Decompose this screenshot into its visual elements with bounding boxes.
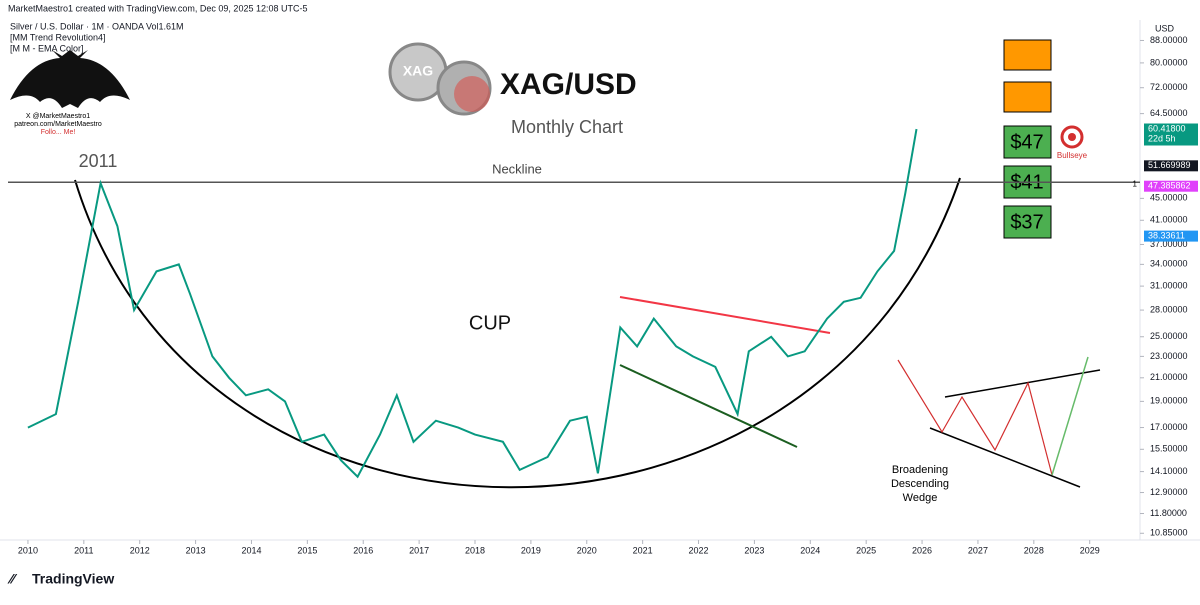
logo-bat [10, 50, 130, 108]
x-tick-label: 2018 [465, 545, 485, 555]
x-tick-label: 2024 [800, 545, 820, 555]
flag [454, 76, 490, 112]
symbol: Silver / U.S. Dollar · 1M · OANDA Vol1.6… [10, 21, 184, 31]
y-tick-label: 10.85000 [1150, 528, 1188, 538]
coin-label: XAG [403, 63, 433, 79]
pattern-label: Broadening [892, 464, 948, 476]
wedge-zigzag [897, 359, 1053, 476]
target-box [1003, 125, 1052, 159]
y-tick-label: 72.00000 [1150, 82, 1188, 92]
price-badge-label: 51.669989 [1148, 160, 1191, 170]
logo-text: Follo... Me! [41, 129, 76, 136]
x-tick-label: 2023 [744, 545, 764, 555]
target-box [1003, 39, 1052, 71]
wedge-line [929, 427, 1081, 488]
x-tick-label: 2026 [912, 545, 932, 555]
y-tick-label: 31.00000 [1150, 280, 1188, 290]
price-badge [1144, 123, 1198, 146]
x-tick-label: 2029 [1080, 545, 1100, 555]
neckline-marker: 1 [1133, 179, 1138, 188]
bullseye-icon [1060, 125, 1084, 149]
currency: USD [1155, 23, 1175, 33]
y-tick-label: 14.10000 [1150, 466, 1188, 476]
x-tick-label: 2014 [241, 545, 261, 555]
x-tick-label: 2010 [18, 545, 38, 555]
x-tick-label: 2022 [689, 545, 709, 555]
pattern-label: Descending [891, 478, 949, 490]
price-badge [1144, 230, 1198, 242]
x-tick-label: 2013 [186, 545, 206, 555]
y-tick-label: 12.90000 [1150, 487, 1188, 497]
y-tick-label: 80.00000 [1150, 57, 1188, 67]
x-tick-label: 2012 [130, 545, 150, 555]
resistance-line [619, 296, 831, 334]
bullseye-icon [1068, 133, 1076, 141]
footer-brand: TradingView [32, 571, 114, 587]
price-badge-note: 22d 5h [1148, 133, 1176, 143]
x-tick-label: 2027 [968, 545, 988, 555]
x-tick-label: 2019 [521, 545, 541, 555]
x-tick-label: 2011 [74, 545, 93, 555]
breakout-arrow [1051, 356, 1089, 476]
wedge-line [944, 369, 1101, 398]
chart-title: XAG/USD [500, 68, 637, 101]
peak-label: 2011 [79, 151, 118, 171]
price-badge-label: 38.33611 [1148, 230, 1185, 240]
logo-text: patreon.com/MarketMaestro [14, 121, 102, 128]
y-tick-label: 41.00000 [1150, 215, 1188, 225]
indicator: [M M - EMA Color] [10, 43, 84, 53]
price-badge-label: 47.385862 [1148, 181, 1191, 191]
y-tick-label: 23.00000 [1150, 351, 1188, 361]
indicator: [MM Trend Revolution4] [10, 32, 106, 42]
x-tick-label: 2016 [353, 545, 373, 555]
cup-curve [74, 177, 961, 489]
y-tick-label: 64.50000 [1150, 108, 1188, 118]
x-tick-label: 2025 [856, 545, 876, 555]
tv-mark: ⁄⁄ [7, 571, 17, 587]
y-tick-label: 11.80000 [1150, 508, 1187, 518]
chart-subtitle: Monthly Chart [511, 117, 623, 137]
y-tick-label: 34.00000 [1150, 259, 1188, 269]
y-tick-label: 88.00000 [1150, 35, 1188, 45]
price-badge-label: 60.41800 [1148, 123, 1186, 133]
y-tick-label: 15.50000 [1150, 444, 1188, 454]
target-box [1003, 81, 1052, 113]
y-tick-label: 21.00000 [1150, 372, 1188, 382]
logo-text: X @MarketMaestro1 [26, 113, 90, 120]
y-tick-label: 37.00000 [1150, 239, 1188, 249]
x-tick-label: 2020 [577, 545, 597, 555]
neckline-label: Neckline [492, 162, 542, 177]
price-line [27, 128, 918, 479]
target-label: $47 [1010, 131, 1043, 153]
target-box [1003, 205, 1052, 239]
pattern-label: Wedge [903, 492, 938, 504]
price-badge [1144, 160, 1198, 172]
y-tick-label: 25.00000 [1150, 331, 1188, 341]
target-label: $37 [1010, 211, 1043, 233]
price-badge [1144, 180, 1198, 192]
x-tick-label: 2017 [409, 545, 429, 555]
y-tick-label: 17.00000 [1150, 422, 1188, 432]
x-tick-label: 2021 [633, 545, 653, 555]
x-tick-label: 2028 [1024, 545, 1044, 555]
y-tick-label: 45.00000 [1150, 193, 1188, 203]
y-tick-label: 19.00000 [1150, 396, 1188, 406]
support-line [619, 364, 798, 448]
y-tick-label: 28.00000 [1150, 304, 1188, 314]
x-tick-label: 2015 [297, 545, 317, 555]
credit: MarketMaestro1 created with TradingView.… [8, 3, 307, 13]
cup-label: CUP [469, 312, 511, 334]
bullseye-label: Bullseye [1057, 151, 1088, 160]
